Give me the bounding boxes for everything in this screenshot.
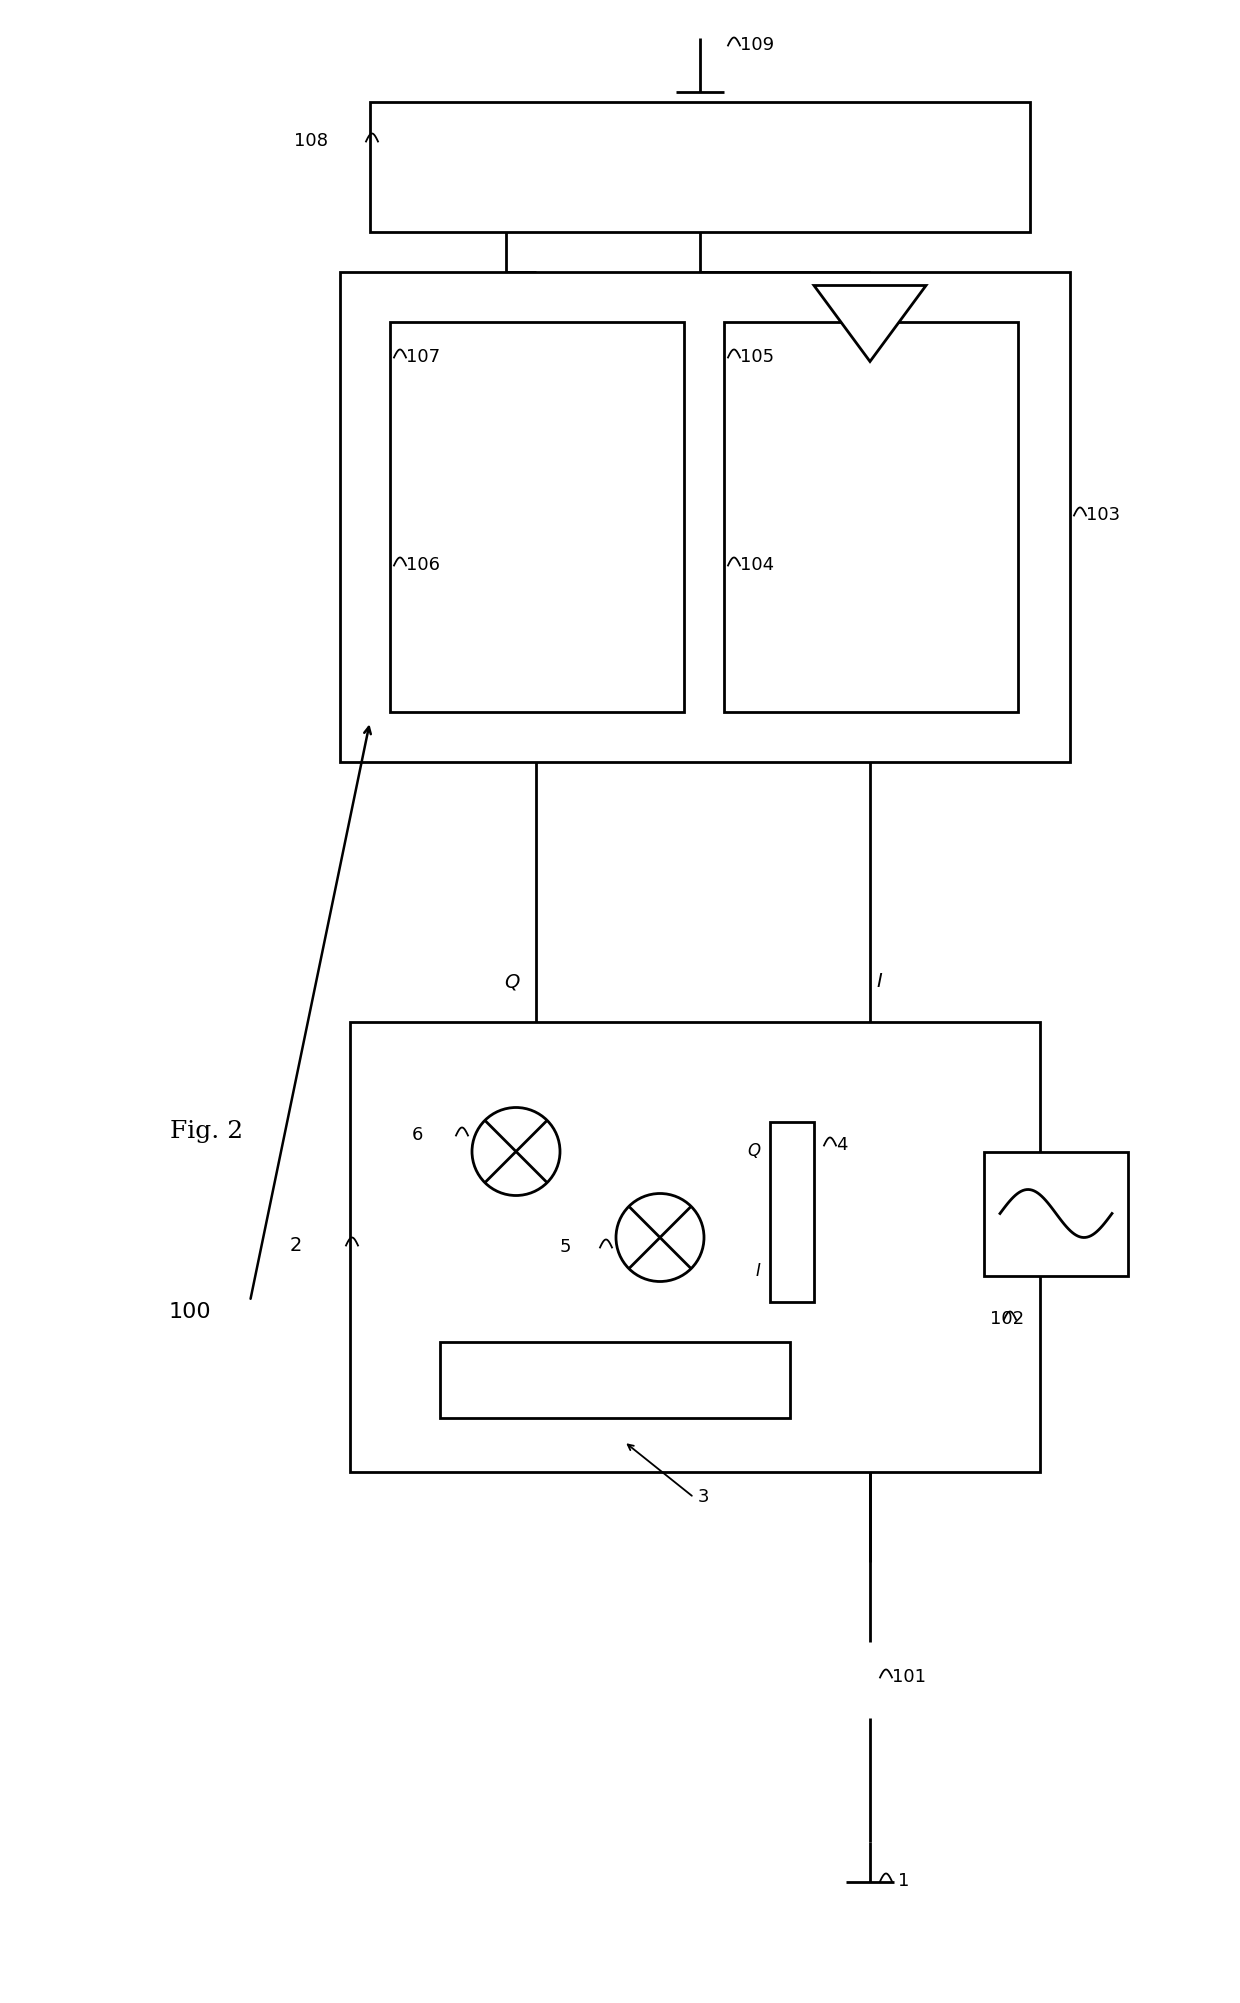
- Text: 100: 100: [169, 1302, 211, 1322]
- Text: I: I: [875, 971, 882, 991]
- Bar: [370, 102, 1030, 232]
- Circle shape: [616, 1194, 704, 1282]
- Polygon shape: [813, 286, 926, 361]
- Text: 104: 104: [740, 557, 774, 575]
- Text: 102: 102: [990, 1310, 1024, 1328]
- Bar: [724, 322, 1018, 711]
- Bar: [340, 272, 1070, 761]
- Text: I: I: [755, 1262, 760, 1280]
- Text: Q: Q: [505, 971, 520, 991]
- Text: 6: 6: [412, 1126, 423, 1144]
- Text: 2: 2: [290, 1236, 303, 1256]
- Text: 109: 109: [740, 36, 774, 54]
- Text: 108: 108: [294, 132, 329, 150]
- Text: 5: 5: [560, 1238, 572, 1256]
- Text: 103: 103: [1086, 507, 1120, 525]
- Bar: [391, 322, 684, 711]
- Text: 4: 4: [836, 1136, 847, 1154]
- Text: 107: 107: [405, 349, 440, 367]
- Text: 1: 1: [898, 1873, 909, 1891]
- Text: Fig. 2: Fig. 2: [170, 1120, 243, 1144]
- Circle shape: [472, 1108, 560, 1196]
- Text: Q: Q: [746, 1142, 760, 1160]
- Bar: [440, 1342, 790, 1418]
- Text: 106: 106: [405, 557, 440, 575]
- Text: 105: 105: [740, 349, 774, 367]
- Text: 3: 3: [698, 1488, 709, 1506]
- Bar: [985, 1152, 1128, 1276]
- Bar: [350, 1022, 1040, 1472]
- Bar: [770, 1122, 813, 1302]
- Text: 101: 101: [892, 1668, 926, 1687]
